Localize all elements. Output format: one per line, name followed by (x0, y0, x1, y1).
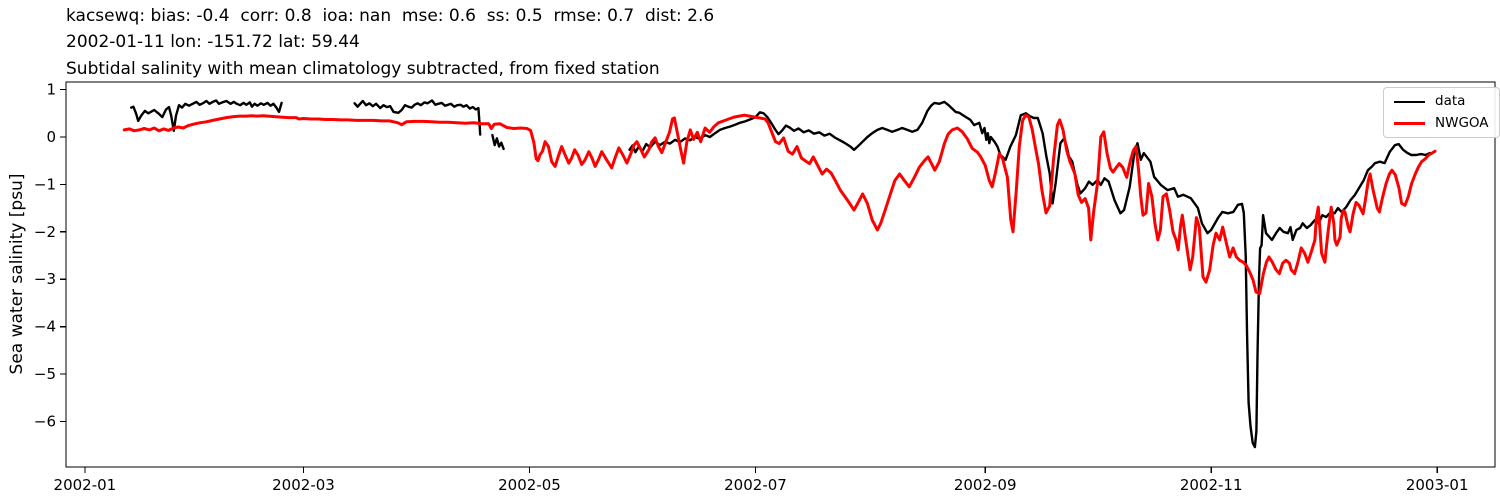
x-tick-label: 2002-05 (498, 476, 561, 494)
y-tick-label: −5 (34, 365, 56, 383)
series-line-data (129, 99, 283, 133)
legend-line-sample-nwgoa (1394, 122, 1425, 125)
series-line-data (628, 100, 1432, 449)
plot-border (65, 81, 1496, 468)
series-line-data (353, 99, 482, 136)
legend: data NWGOA (1383, 87, 1500, 138)
x-tick-label: 2003-01 (1406, 476, 1469, 494)
x-tick-label: 2002-09 (954, 476, 1017, 494)
legend-entry-label: data (1435, 93, 1466, 109)
title-stats-line: kacsewq: bias: -0.4 corr: 0.8 ioa: nan m… (66, 6, 715, 26)
legend-entry-nwgoa: NWGOA (1394, 116, 1489, 131)
x-tick-label: 2002-11 (1180, 476, 1243, 494)
y-tick-label: −2 (34, 223, 56, 241)
x-tick-label: 2002-03 (272, 476, 335, 494)
x-tick-label: 2002-01 (54, 476, 117, 494)
legend-line-sample-data (1394, 100, 1425, 103)
series-line-data (491, 133, 505, 151)
chart-title-block: kacsewq: bias: -0.4 corr: 0.8 ioa: nan m… (66, 3, 714, 82)
y-tick-label: −1 (34, 175, 56, 193)
series-line-nwgoa (122, 113, 1437, 295)
x-tick-label: 2002-07 (724, 476, 787, 494)
y-tick-label: 0 (46, 128, 56, 146)
y-tick-label: 1 (46, 81, 56, 99)
y-tick-label: −3 (34, 270, 56, 288)
legend-entry-label: NWGOA (1435, 115, 1489, 131)
y-tick-label: −4 (34, 318, 56, 336)
title-description-line: Subtidal salinity with mean climatology … (66, 58, 660, 79)
legend-entry-data: data (1394, 94, 1489, 109)
y-tick-label: −6 (34, 412, 56, 430)
title-date-location-line: 2002-01-11 lon: -151.72 lat: 59.44 (66, 32, 360, 53)
